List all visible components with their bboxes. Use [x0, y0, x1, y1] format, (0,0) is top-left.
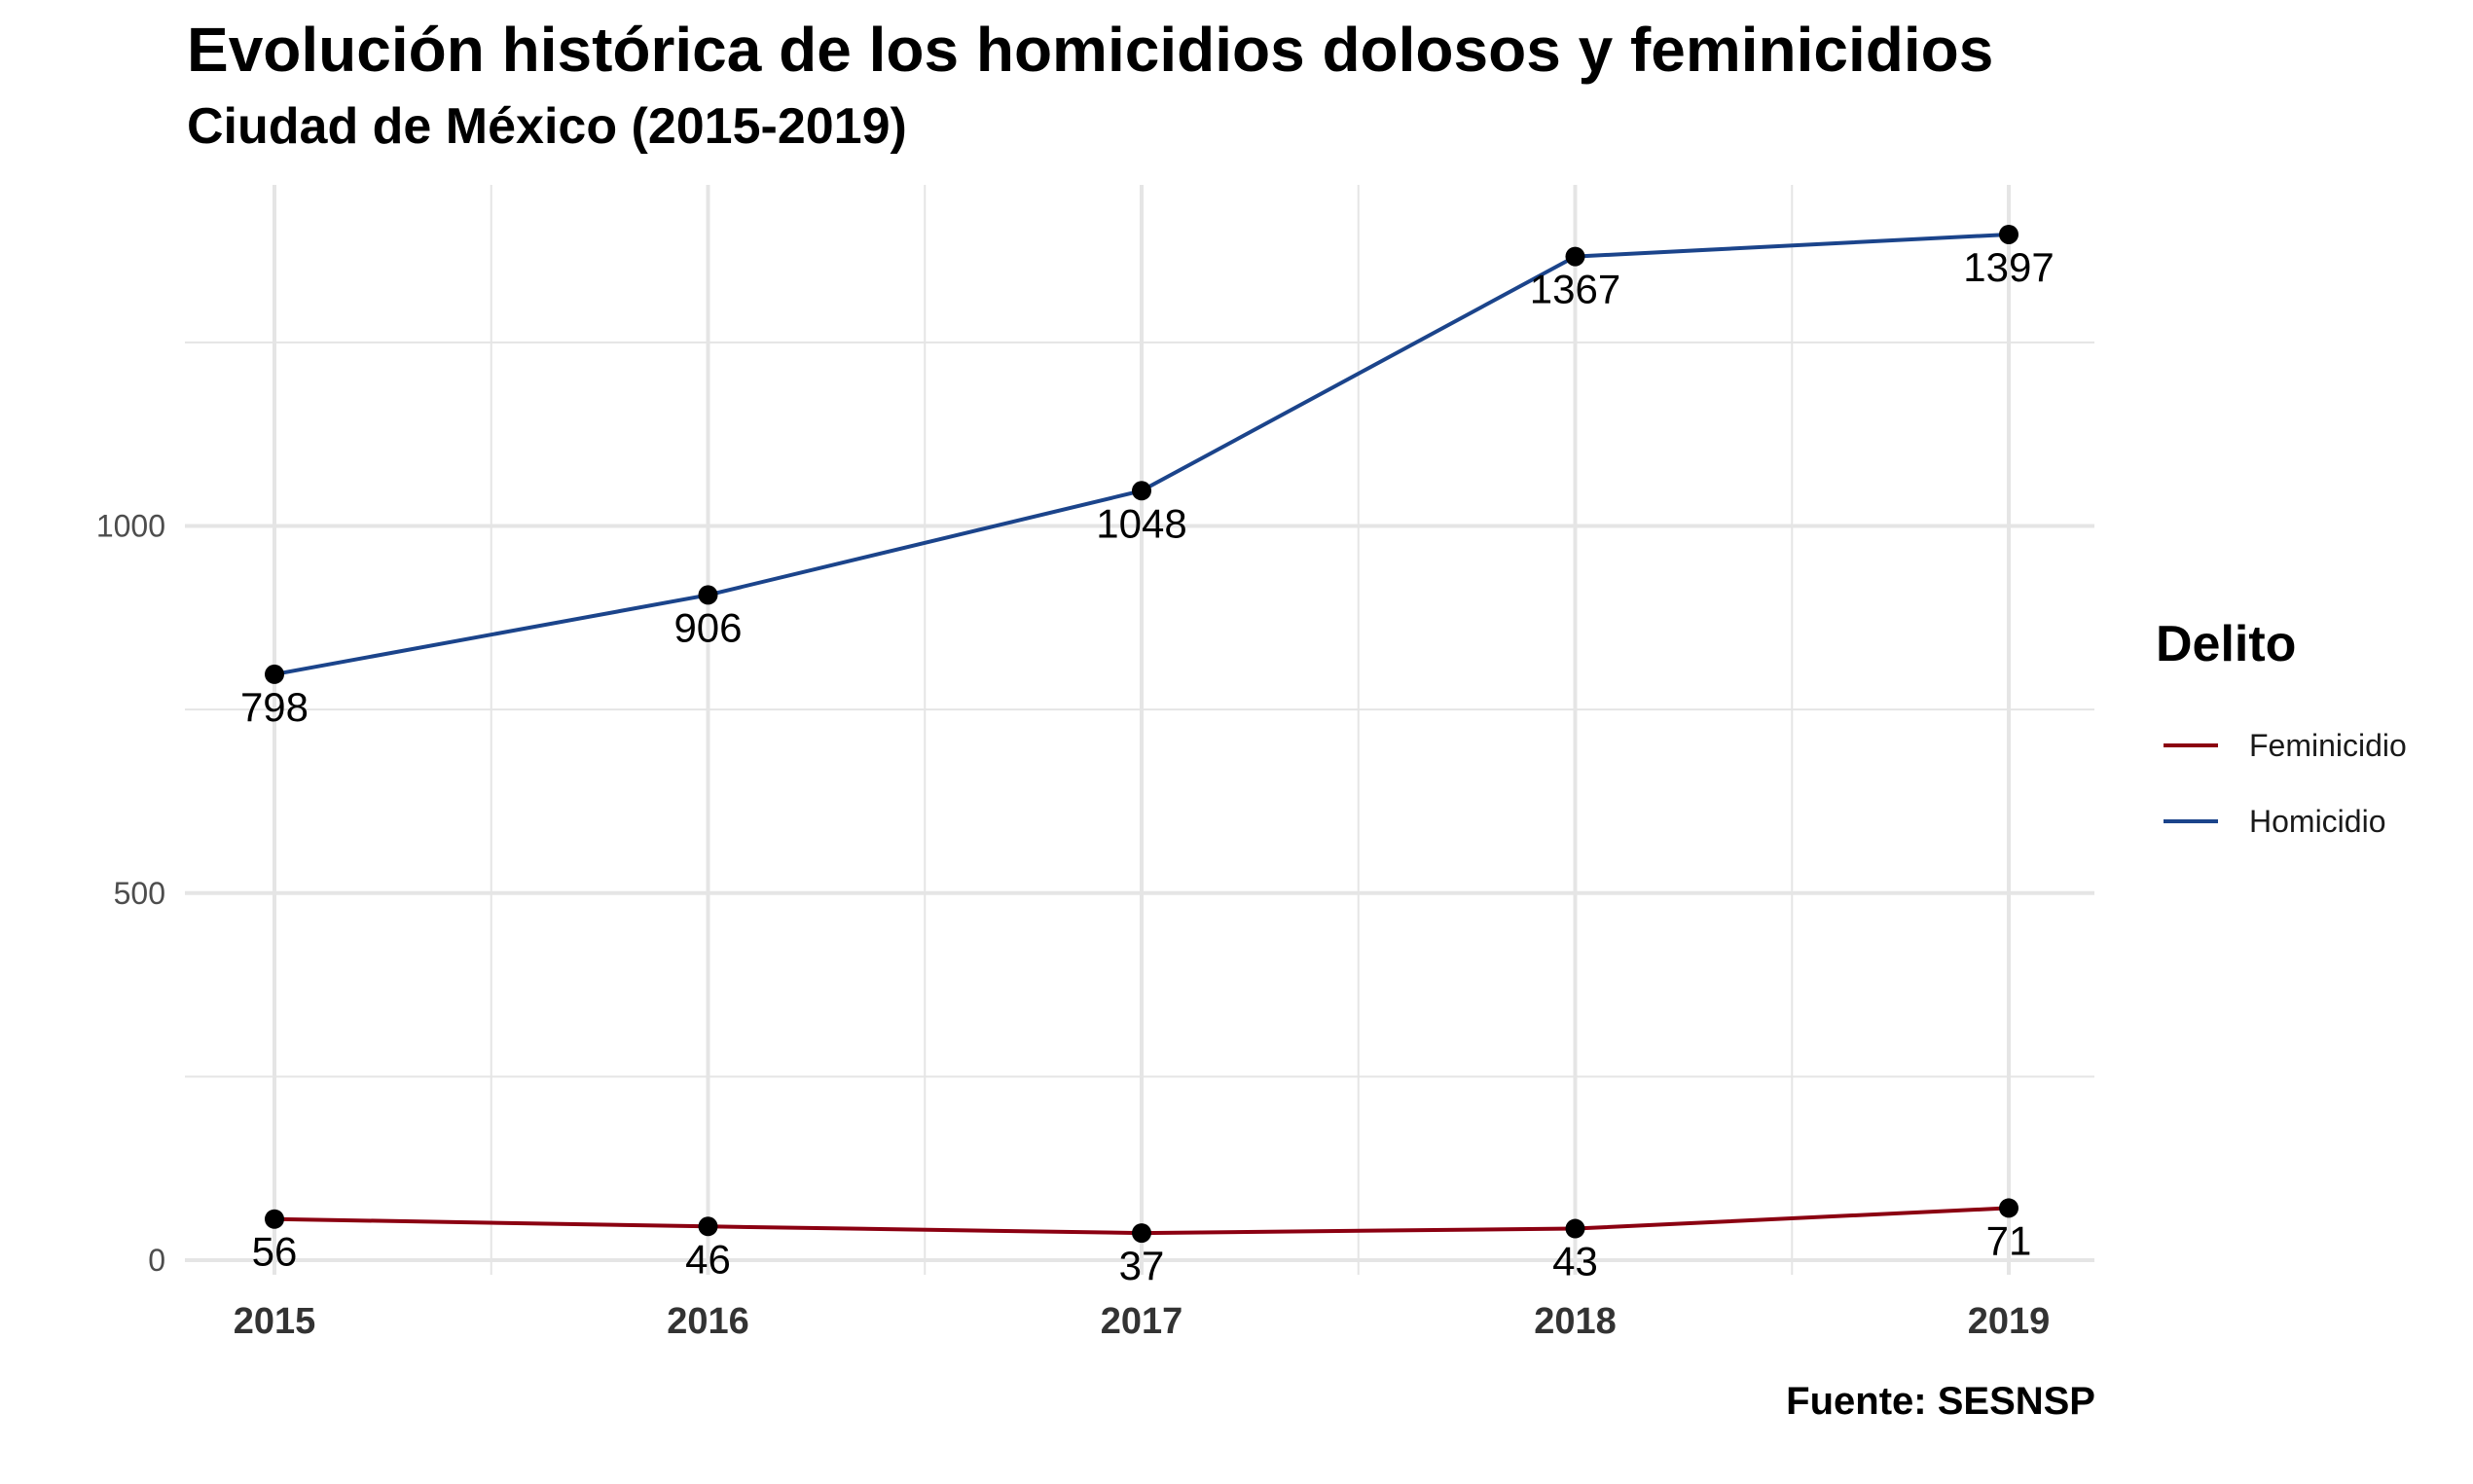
x-tick-label: 2015	[234, 1301, 316, 1342]
data-label-homicidio: 1048	[1096, 500, 1186, 546]
x-tick-label: 2017	[1101, 1301, 1183, 1342]
legend-key-feminicidio	[2164, 743, 2218, 747]
data-point-homicidio	[698, 585, 718, 605]
data-label-homicidio: 798	[240, 684, 309, 730]
data-label-feminicidio: 43	[1552, 1239, 1598, 1285]
data-point-homicidio	[1565, 246, 1585, 267]
data-point-feminicidio	[698, 1216, 718, 1237]
chart-subtitle: Ciudad de México (2015-2019)	[187, 98, 907, 155]
data-label-feminicidio: 37	[1119, 1243, 1165, 1288]
data-label-feminicidio: 46	[685, 1236, 731, 1282]
legend-key-homicidio	[2164, 819, 2218, 823]
data-label-feminicidio: 56	[252, 1229, 298, 1275]
data-point-feminicidio	[1132, 1223, 1151, 1244]
data-point-feminicidio	[1999, 1198, 2018, 1218]
y-axis-tick-labels: 0 500 1000	[96, 509, 165, 1279]
data-label-homicidio: 906	[673, 604, 742, 650]
legend-label-homicidio: Homicidio	[2249, 803, 2386, 839]
legend-item-feminicidio: Feminicidio	[2156, 718, 2407, 773]
legend-label-feminicidio: Feminicidio	[2249, 727, 2407, 763]
y-tick-label: 0	[148, 1243, 165, 1278]
data-point-feminicidio	[1565, 1218, 1585, 1239]
x-tick-label: 2018	[1534, 1301, 1617, 1342]
data-point-homicidio	[1999, 224, 2018, 244]
major-gridlines	[185, 185, 2094, 1275]
data-label-homicidio: 1397	[1963, 244, 2054, 290]
legend: Delito Feminicidio Homicidio	[2156, 615, 2407, 870]
y-tick-label: 500	[114, 876, 165, 911]
x-axis-tick-labels: 2015 2016 2017 2018 2019	[234, 1301, 2051, 1342]
caption: Fuente: SESNSP	[1786, 1380, 2095, 1423]
x-tick-label: 2016	[667, 1301, 749, 1342]
x-tick-label: 2019	[1968, 1301, 2051, 1342]
legend-title: Delito	[2156, 616, 2297, 672]
legend-item-homicidio: Homicidio	[2156, 794, 2407, 849]
data-labels: 56 46 37 43 71 798 906 1048 1367 1397	[240, 244, 2055, 1288]
data-label-homicidio: 1367	[1530, 267, 1620, 312]
y-tick-label: 1000	[96, 509, 165, 544]
data-point-feminicidio	[265, 1209, 284, 1229]
data-point-homicidio	[265, 664, 284, 684]
data-point-homicidio	[1132, 481, 1151, 501]
data-label-feminicidio: 71	[1986, 1217, 2032, 1263]
series-points	[265, 224, 2018, 1244]
chart-title: Evolución histórica de los homicidios do…	[187, 15, 1994, 85]
